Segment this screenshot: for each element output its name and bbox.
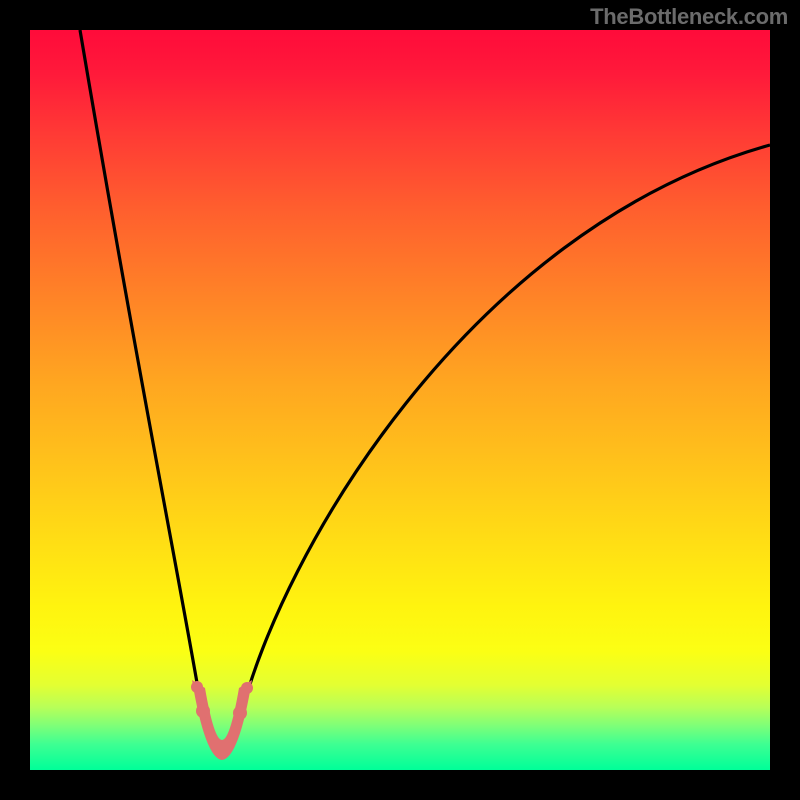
- watermark-text: TheBottleneck.com: [590, 4, 788, 30]
- gradient-background: [30, 30, 770, 770]
- bottleneck-chart: [0, 0, 800, 800]
